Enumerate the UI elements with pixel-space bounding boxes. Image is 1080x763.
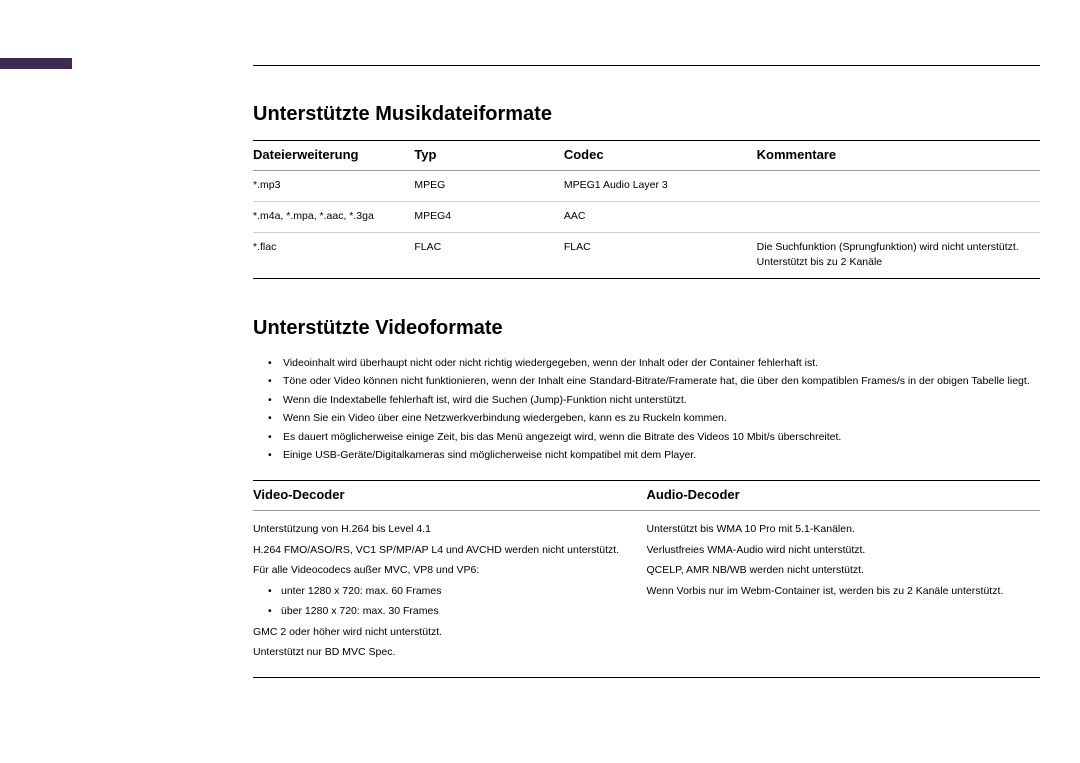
- cell-comm: [757, 171, 1040, 202]
- col-codec: Codec: [564, 141, 757, 171]
- audio-decoder-cell: Unterstützt bis WMA 10 Pro mit 5.1-Kanäl…: [647, 511, 1041, 677]
- table-row: *.flac FLAC FLAC Die Suchfunktion (Sprun…: [253, 232, 1040, 279]
- decoder-line: Für alle Videocodecs außer MVC, VP8 und …: [253, 560, 633, 580]
- note-item: Es dauert möglicherweise einige Zeit, bi…: [253, 428, 1040, 446]
- cell-typ: MPEG: [414, 171, 564, 202]
- cell-codec: FLAC: [564, 232, 757, 279]
- cell-codec: AAC: [564, 201, 757, 232]
- decoder-line: Unterstützt bis WMA 10 Pro mit 5.1-Kanäl…: [647, 519, 1027, 539]
- table-row: *.m4a, *.mpa, *.aac, *.3ga MPEG4 AAC: [253, 201, 1040, 232]
- video-decoder-cell: Unterstützung von H.264 bis Level 4.1 H.…: [253, 511, 647, 677]
- cell-ext: *.flac: [253, 232, 414, 279]
- decoders-table: Video-Decoder Audio-Decoder Unterstützun…: [253, 480, 1040, 677]
- col-typ: Typ: [414, 141, 564, 171]
- decoder-line: Unterstützt nur BD MVC Spec.: [253, 642, 633, 662]
- decoder-subline: unter 1280 x 720: max. 60 Frames: [281, 581, 633, 601]
- cell-comm: [757, 201, 1040, 232]
- col-comm: Kommentare: [757, 141, 1040, 171]
- table-row: *.mp3 MPEG MPEG1 Audio Layer 3: [253, 171, 1040, 202]
- cell-comm: Die Suchfunktion (Sprungfunktion) wird n…: [757, 232, 1040, 279]
- side-tab-marker: [0, 58, 72, 69]
- decoder-line: Wenn Vorbis nur im Webm-Container ist, w…: [647, 581, 1027, 601]
- note-item: Töne oder Video können nicht funktionier…: [253, 372, 1040, 390]
- note-item: Wenn die Indextabelle fehlerhaft ist, wi…: [253, 391, 1040, 409]
- music-formats-table: Dateierweiterung Typ Codec Kommentare *.…: [253, 140, 1040, 279]
- cell-typ: MPEG4: [414, 201, 564, 232]
- cell-codec: MPEG1 Audio Layer 3: [564, 171, 757, 202]
- video-heading: Unterstützte Videoformate: [253, 317, 1040, 340]
- cell-ext: *.mp3: [253, 171, 414, 202]
- decoder-line: QCELP, AMR NB/WB werden nicht unterstütz…: [647, 560, 1027, 580]
- decoder-line: Unterstützung von H.264 bis Level 4.1: [253, 519, 633, 539]
- decoder-line: H.264 FMO/ASO/RS, VC1 SP/MP/AP L4 und AV…: [253, 540, 633, 560]
- video-notes: Videoinhalt wird überhaupt nicht oder ni…: [253, 354, 1040, 464]
- decoder-subline: über 1280 x 720: max. 30 Frames: [281, 601, 633, 621]
- note-item: Videoinhalt wird überhaupt nicht oder ni…: [253, 354, 1040, 372]
- col-video-decoder: Video-Decoder: [253, 481, 647, 511]
- cell-ext: *.m4a, *.mpa, *.aac, *.3ga: [253, 201, 414, 232]
- note-item: Wenn Sie ein Video über eine Netzwerkver…: [253, 409, 1040, 427]
- decoder-line: GMC 2 oder höher wird nicht unterstützt.: [253, 622, 633, 642]
- cell-typ: FLAC: [414, 232, 564, 279]
- col-audio-decoder: Audio-Decoder: [647, 481, 1041, 511]
- music-heading: Unterstützte Musikdateiformate: [253, 103, 1040, 126]
- decoder-line: Verlustfreies WMA-Audio wird nicht unter…: [647, 540, 1027, 560]
- col-ext: Dateierweiterung: [253, 141, 414, 171]
- page-content: Unterstützte Musikdateiformate Dateierwe…: [253, 65, 1040, 678]
- note-item: Einige USB-Geräte/Digitalkameras sind mö…: [253, 446, 1040, 464]
